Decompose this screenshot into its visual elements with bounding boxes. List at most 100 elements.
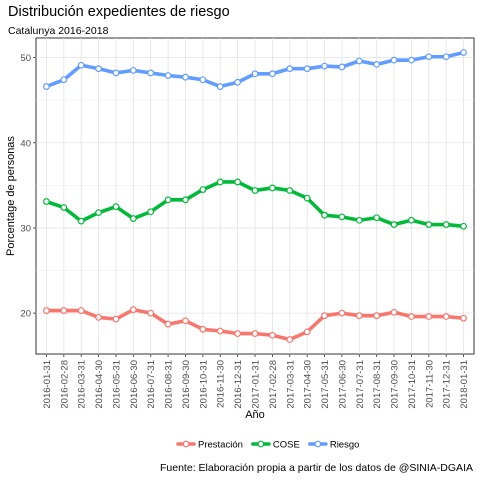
data-point-riesgo bbox=[286, 65, 294, 73]
x-tick-label: 2016-04-30 bbox=[94, 360, 105, 409]
data-point-cose bbox=[95, 209, 102, 217]
data-point-riesgo bbox=[112, 69, 120, 77]
data-point-prestacion bbox=[43, 307, 50, 314]
data-point-riesgo bbox=[442, 53, 450, 61]
data-point-cose bbox=[164, 196, 172, 204]
data-point-cose bbox=[408, 216, 415, 224]
data-point-riesgo bbox=[268, 70, 276, 78]
chart-subtitle: Catalunya 2016-2018 bbox=[8, 25, 109, 37]
data-point-prestacion bbox=[129, 306, 137, 314]
grid bbox=[36, 38, 474, 354]
data-point-cose bbox=[216, 178, 224, 186]
data-point-cose bbox=[251, 187, 259, 194]
data-point-prestacion bbox=[390, 308, 398, 316]
data-point-cose bbox=[268, 184, 276, 192]
data-point-riesgo bbox=[95, 65, 102, 73]
x-tick-label: 2017-11-30 bbox=[424, 360, 435, 408]
x-tick-label: 2016-01-31 bbox=[42, 360, 53, 409]
data-point-prestacion bbox=[112, 315, 120, 323]
data-point-cose bbox=[129, 215, 137, 222]
y-tick-label: 30 bbox=[20, 223, 31, 234]
x-tick-label: 2017-03-31 bbox=[285, 360, 296, 409]
data-point-prestacion bbox=[425, 313, 433, 320]
data-point-riesgo bbox=[251, 70, 259, 78]
data-point-riesgo bbox=[460, 49, 467, 56]
data-point-riesgo bbox=[129, 66, 137, 74]
y-tick-label: 50 bbox=[20, 53, 31, 64]
data-point-riesgo bbox=[147, 69, 155, 77]
data-point-prestacion bbox=[199, 325, 207, 333]
x-tick-label: 2016-02-28 bbox=[59, 360, 70, 409]
legend-label-cose: COSE bbox=[273, 440, 300, 451]
data-point-riesgo bbox=[234, 78, 242, 86]
data-point-cose bbox=[112, 203, 120, 211]
data-point-prestacion bbox=[251, 330, 259, 337]
x-tick-label: 2016-09-30 bbox=[181, 360, 192, 409]
x-tick-label: 2016-08-31 bbox=[164, 360, 175, 409]
data-point-cose bbox=[355, 216, 363, 224]
data-point-prestacion bbox=[182, 317, 189, 325]
data-point-cose bbox=[234, 178, 242, 186]
data-point-riesgo bbox=[77, 61, 85, 69]
data-point-cose bbox=[286, 187, 294, 194]
legend-key-point-cose bbox=[257, 440, 265, 448]
data-point-cose bbox=[182, 196, 189, 204]
data-point-cose bbox=[303, 194, 311, 202]
x-tick-label: 2016-05-31 bbox=[111, 360, 122, 409]
data-point-riesgo bbox=[355, 57, 363, 65]
x-axis-label: Año bbox=[245, 409, 265, 421]
data-point-prestacion bbox=[216, 327, 224, 335]
data-point-riesgo bbox=[182, 73, 189, 81]
data-point-prestacion bbox=[77, 307, 85, 314]
data-point-prestacion bbox=[321, 312, 328, 320]
data-point-riesgo bbox=[199, 76, 207, 84]
data-point-riesgo bbox=[408, 56, 415, 64]
x-tick-label: 2017-05-31 bbox=[320, 360, 331, 409]
x-tick-label: 2016-10-31 bbox=[198, 360, 209, 409]
data-point-prestacion bbox=[147, 309, 155, 317]
data-point-cose bbox=[442, 221, 450, 228]
data-point-prestacion bbox=[60, 307, 68, 314]
data-point-riesgo bbox=[60, 76, 68, 84]
series-layer bbox=[43, 49, 467, 343]
data-point-riesgo bbox=[216, 83, 224, 90]
data-point-prestacion bbox=[286, 336, 294, 343]
data-point-cose bbox=[147, 208, 155, 216]
data-point-riesgo bbox=[338, 63, 346, 71]
data-point-cose bbox=[460, 222, 467, 230]
data-point-riesgo bbox=[164, 72, 172, 79]
legend-label-riesgo: Riesgo bbox=[330, 440, 360, 451]
data-point-prestacion bbox=[303, 328, 311, 336]
y-tick-label: 40 bbox=[20, 138, 31, 149]
data-point-cose bbox=[373, 214, 381, 222]
data-point-riesgo bbox=[390, 56, 398, 64]
x-tick-label: 2017-09-30 bbox=[390, 360, 401, 409]
x-tick-label: 2017-06-30 bbox=[337, 360, 348, 409]
x-tick-label: 2017-10-31 bbox=[407, 360, 418, 409]
data-point-cose bbox=[321, 211, 328, 219]
data-point-prestacion bbox=[355, 312, 363, 320]
x-tick-label: 2017-07-31 bbox=[355, 360, 366, 409]
y-axis-label: Porcentage de personas bbox=[5, 136, 17, 256]
data-point-prestacion bbox=[373, 312, 381, 320]
data-point-prestacion bbox=[338, 309, 346, 317]
legend-key-point-riesgo bbox=[314, 440, 322, 448]
chart-caption: Fuente: Elaboración propia a partir de l… bbox=[160, 462, 473, 474]
data-point-prestacion bbox=[460, 314, 467, 322]
data-point-prestacion bbox=[95, 313, 102, 321]
legend: Prestación COSE Riesgo bbox=[176, 440, 360, 451]
data-point-prestacion bbox=[408, 313, 415, 320]
data-point-cose bbox=[338, 213, 346, 221]
x-tick-label: 2016-06-30 bbox=[129, 360, 140, 409]
x-tick-label: 2017-12-31 bbox=[442, 360, 453, 409]
legend-label-prestacion: Prestación bbox=[198, 440, 243, 451]
y-tick-label: 20 bbox=[20, 309, 31, 320]
x-tick-label: 2016-12-31 bbox=[233, 360, 244, 409]
x-tick-label: 2018-01-31 bbox=[459, 360, 470, 409]
data-point-riesgo bbox=[425, 53, 433, 61]
x-tick-label: 2017-01-31 bbox=[251, 360, 262, 409]
x-tick-label: 2016-11-30 bbox=[216, 360, 227, 408]
data-point-riesgo bbox=[321, 62, 328, 70]
legend-key-point-prestacion bbox=[182, 440, 190, 448]
